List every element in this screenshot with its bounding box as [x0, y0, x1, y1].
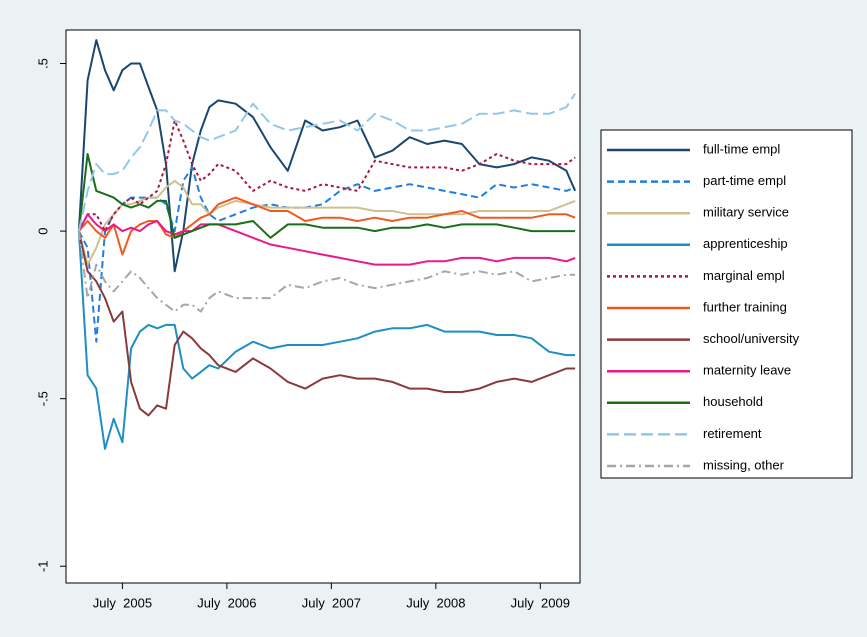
x-tick-label: July 2008 [406, 595, 465, 610]
y-tick-label: -.5 [35, 391, 50, 406]
legend [600, 129, 853, 479]
legend-label: part-time empl [703, 173, 786, 188]
y-tick-label: 0 [35, 227, 50, 234]
legend-label: full-time empl [703, 141, 780, 156]
legend-label: military service [703, 205, 789, 220]
series-line [78, 213, 576, 266]
legend-label: household [703, 394, 763, 409]
legend-label: school/university [703, 331, 800, 346]
legend-label: retirement [703, 426, 762, 441]
x-tick-label: July 2007 [302, 595, 361, 610]
y-tick-label: -1 [35, 560, 50, 572]
legend-label: maternity leave [703, 363, 791, 378]
x-tick-label: July 2005 [93, 595, 152, 610]
legend-label: missing, other [703, 457, 785, 472]
x-tick-label: July 2009 [511, 595, 570, 610]
series-line [77, 39, 577, 273]
series-line [77, 179, 576, 266]
legend-label: apprenticeship [703, 236, 788, 251]
series-line [77, 230, 576, 313]
series-line [77, 153, 576, 239]
series-line [78, 119, 576, 233]
legend-label: further training [703, 299, 787, 314]
series-line [78, 196, 576, 256]
series-line [77, 93, 576, 232]
x-tick-label: July 2006 [197, 595, 256, 610]
legend-label: marginal empl [703, 268, 785, 283]
y-tick-label: .5 [35, 58, 50, 69]
series-line [77, 231, 576, 450]
series-line [77, 230, 576, 417]
